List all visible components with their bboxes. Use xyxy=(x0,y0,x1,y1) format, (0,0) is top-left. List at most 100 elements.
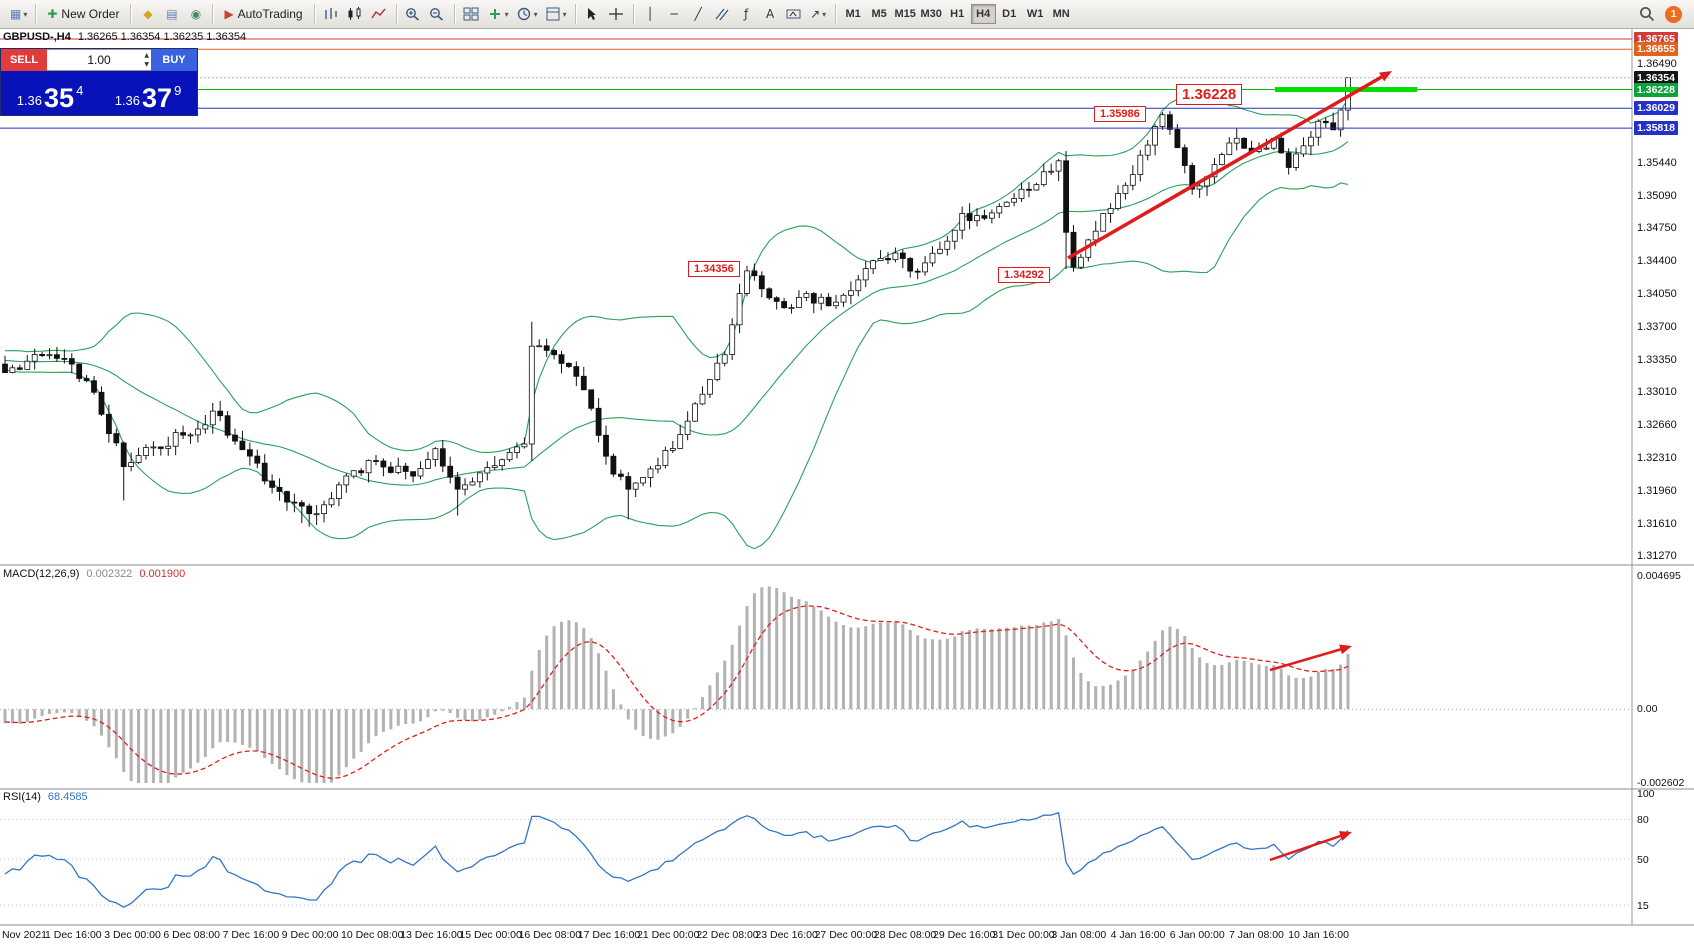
candlestick-chart-button[interactable] xyxy=(344,3,367,25)
chevron-down-icon: ▾ xyxy=(533,9,538,19)
trade-widget-top-row: SELL 1.00 ▲ ▼ BUY xyxy=(1,49,197,71)
toolbar-separator xyxy=(395,4,397,24)
chevron-down-icon: ▾ xyxy=(562,9,567,19)
sell-price-sup: 4 xyxy=(76,83,84,98)
text-button[interactable]: A xyxy=(766,7,775,21)
price-axis-label: 1.33350 xyxy=(1637,353,1677,366)
sell-price-big: 35 xyxy=(44,83,75,114)
buy-price-sup: 9 xyxy=(174,83,182,98)
trendline-button[interactable]: ╱ xyxy=(694,7,702,21)
toolbar-group xyxy=(578,3,631,25)
toolbar-separator xyxy=(834,4,836,24)
macd-arrow xyxy=(1269,644,1352,672)
price-annotation: 1.34292 xyxy=(998,267,1050,283)
zoom-in-button[interactable] xyxy=(402,3,425,25)
time-axis-label: 21 Dec 00:00 xyxy=(637,929,700,941)
price-axis-label-colored: 1.36655 xyxy=(1634,42,1678,57)
time-axis-label: 7 Jan 08:00 xyxy=(1229,929,1284,941)
time-axis-label: 3 Jan 08:00 xyxy=(1051,929,1107,941)
price-axis-label: 1.36490 xyxy=(1637,58,1677,71)
timeframe-button-m1[interactable]: M1 xyxy=(845,8,861,20)
rsi-levels xyxy=(0,818,1632,906)
timeframe-button-w1[interactable]: W1 xyxy=(1026,8,1044,20)
buy-button[interactable]: BUY xyxy=(151,49,197,71)
arrows-button[interactable]: ↗ ▾ xyxy=(810,7,827,21)
time-axis-label: 13 Dec 16:00 xyxy=(400,929,463,941)
timeframe-button-m5[interactable]: M5 xyxy=(871,8,887,20)
new-order-button[interactable]: ✚ New Order xyxy=(47,7,120,21)
clock-glyph xyxy=(517,7,530,21)
timeframe-button-m15[interactable]: M15 xyxy=(894,8,916,20)
bollinger-bands xyxy=(4,97,1349,550)
template-glyph xyxy=(546,7,560,21)
time-axis-label: 10 Jan 16:00 xyxy=(1288,929,1349,941)
horizontal-line-button[interactable]: ─ xyxy=(670,7,678,21)
text-label-button[interactable] xyxy=(783,3,806,25)
zoom-out-button[interactable] xyxy=(426,3,449,25)
price-axis-label: 1.32660 xyxy=(1637,418,1677,431)
price-axis-label: 1.32310 xyxy=(1637,451,1677,464)
crosshair-button[interactable] xyxy=(605,3,628,25)
price-annotation: 1.36228 xyxy=(1176,84,1243,105)
sell-price[interactable]: 1.36 35 4 xyxy=(1,71,99,115)
periods-button[interactable]: ▾ xyxy=(513,3,541,25)
macd-signal-line xyxy=(4,605,1349,779)
time-axis-label: 9 Dec 00:00 xyxy=(281,929,339,941)
search-icon[interactable] xyxy=(1635,3,1658,25)
timeframe-button-h4[interactable]: H4 xyxy=(970,4,996,24)
equidistant-channel-button[interactable] xyxy=(711,3,734,25)
time-axis-label: 6 Jan 00:00 xyxy=(1169,929,1225,941)
price-axis-label-colored: 1.35818 xyxy=(1634,121,1678,136)
templates-button[interactable]: ▾ xyxy=(542,3,570,25)
volume-spinner: ▲ ▼ xyxy=(144,51,149,69)
toolbar-group: ▦ ▾ xyxy=(4,3,33,25)
toolbar: ▦ ▾ ✚ New Order ◆ ▤ ◉ ▶ AutoTrading ▾ ▾ ▾ │ ─ ╱ ƒ A ↗ ▾ M1 M… xyxy=(0,0,1694,29)
notification-badge[interactable]: 1 xyxy=(1665,5,1682,23)
buy-price[interactable]: 1.36 37 9 xyxy=(99,71,197,115)
indicator-axis-label: -0.002602 xyxy=(1637,777,1685,789)
toolbar-group: ◆ ▤ ◉ xyxy=(133,3,210,25)
vertical-line-button[interactable]: │ xyxy=(646,7,654,21)
volume-down-button[interactable]: ▼ xyxy=(144,61,149,68)
cursor-button[interactable] xyxy=(581,3,604,25)
timeframe-button-d1[interactable]: D1 xyxy=(1002,8,1017,20)
expert-advisors-icon[interactable]: ◆ xyxy=(143,7,153,21)
time-axis-label: 29 Dec 16:00 xyxy=(933,929,996,941)
sell-button[interactable]: SELL xyxy=(1,49,47,71)
macd-name: MACD(12,26,9) xyxy=(3,568,80,580)
toolbar-group: ▶ AutoTrading xyxy=(215,3,311,25)
volume-up-button[interactable]: ▲ xyxy=(144,52,149,59)
price-axis-label: 1.31610 xyxy=(1637,517,1677,530)
new-chart-icon[interactable]: ▦ ▾ xyxy=(10,7,28,21)
tile-glyph xyxy=(463,7,479,21)
data-window-icon[interactable]: ◉ xyxy=(190,7,202,21)
toolbar-separator xyxy=(130,4,132,24)
line-chart-button[interactable] xyxy=(368,3,391,25)
chart-profiles-icon[interactable]: ▤ xyxy=(166,7,178,21)
price-axis-label: 1.35090 xyxy=(1637,190,1677,203)
timeframe-button-m30[interactable]: M30 xyxy=(920,8,942,20)
price-axis-label-colored: 1.36029 xyxy=(1634,101,1678,116)
time-axis-label: Nov 2021 xyxy=(2,929,47,941)
trend-arrow xyxy=(1067,71,1392,260)
toolbar-separator xyxy=(632,4,634,24)
bar-chart-button[interactable] xyxy=(320,3,343,25)
chevron-down-icon: ▾ xyxy=(822,9,827,19)
price-axis-label: 1.34750 xyxy=(1637,222,1677,235)
time-axis-label: 27 Dec 00:00 xyxy=(814,929,878,941)
toolbar-separator xyxy=(313,4,315,24)
time-axis-label: 7 Dec 16:00 xyxy=(222,929,280,941)
price-annotation: 1.35986 xyxy=(1094,106,1146,122)
indicators-button[interactable]: ▾ xyxy=(484,3,512,25)
timeframe-button-mn[interactable]: MN xyxy=(1052,8,1070,20)
tile-windows-button[interactable] xyxy=(460,3,483,25)
timeframe-button-h1[interactable]: H1 xyxy=(950,8,965,20)
autotrading-button[interactable]: ▶ AutoTrading xyxy=(224,7,303,21)
time-axis-label: 6 Dec 08:00 xyxy=(163,929,221,941)
fibonacci-button[interactable]: ƒ xyxy=(744,7,749,21)
volume-input[interactable]: 1.00 ▲ ▼ xyxy=(47,49,151,71)
toolbar-separator xyxy=(453,4,455,24)
